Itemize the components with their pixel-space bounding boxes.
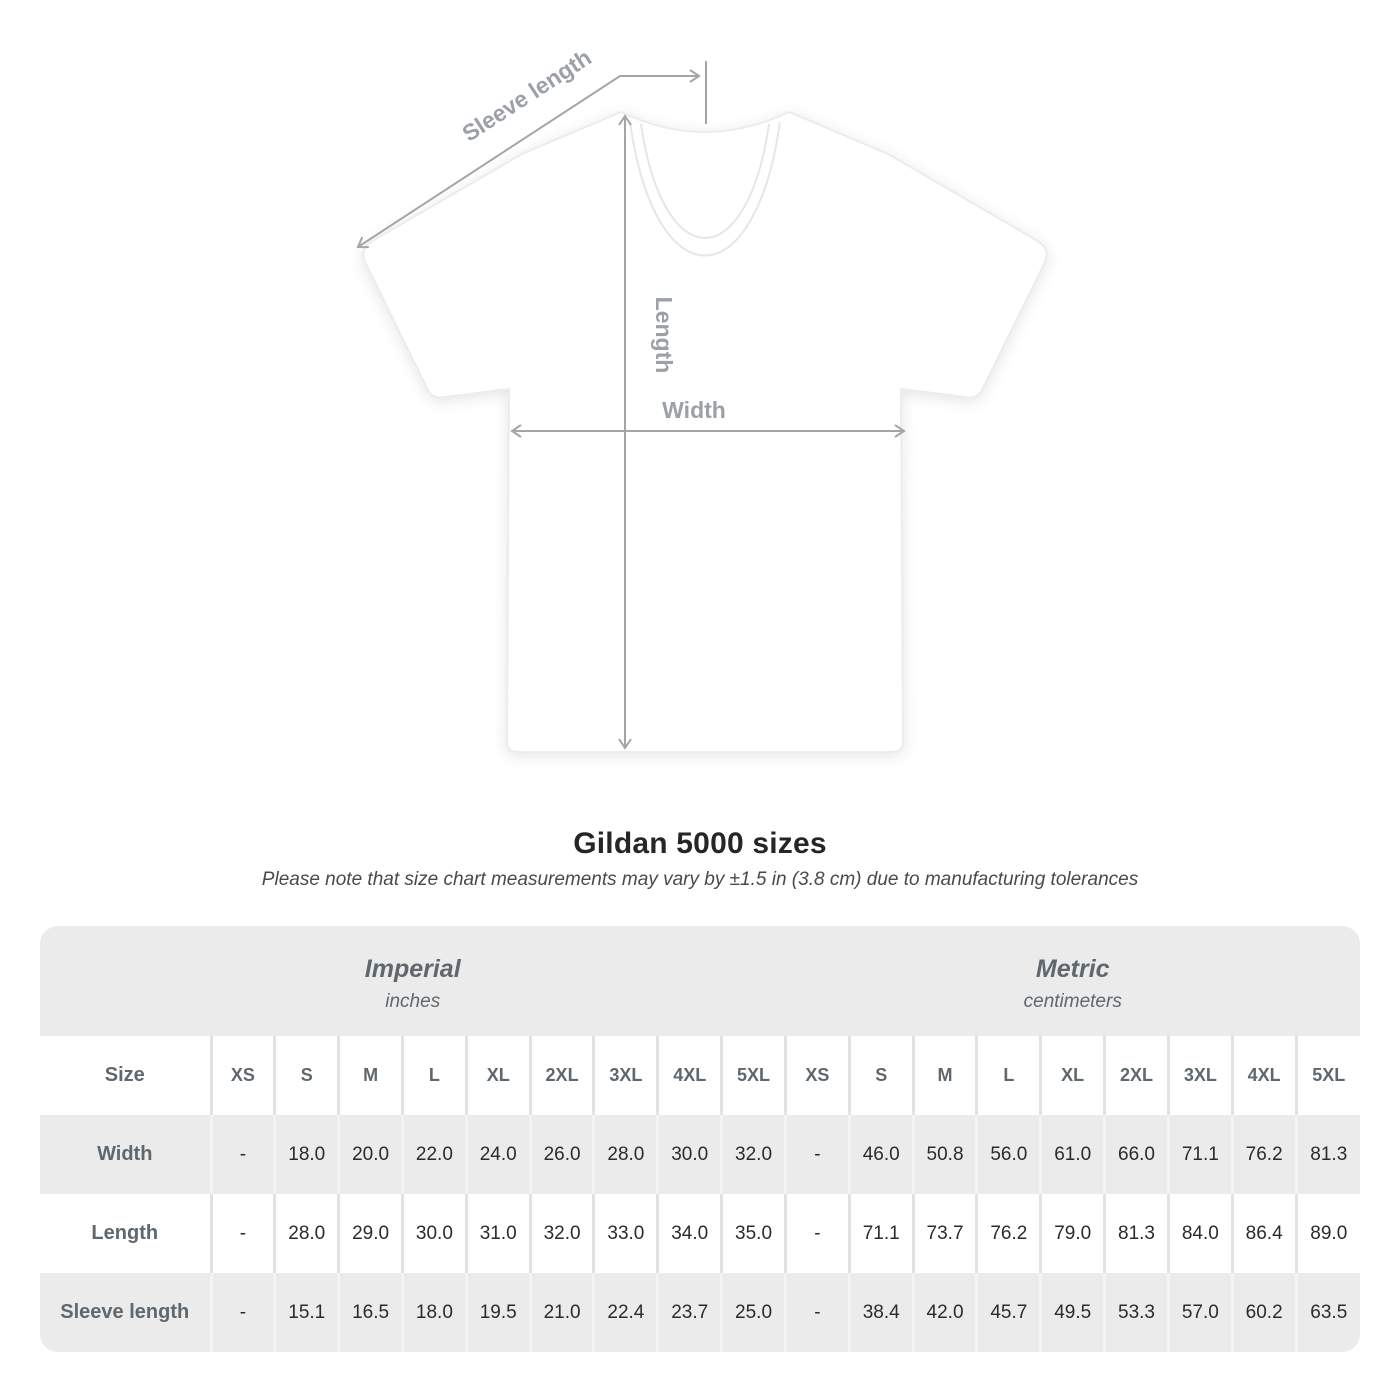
value-cell: 28.0 <box>592 1115 658 1194</box>
size-column-header: Size <box>40 1036 211 1115</box>
value-cell: 15.1 <box>273 1273 339 1352</box>
value-cell: 76.2 <box>1230 1115 1297 1194</box>
size-table: Imperial inches Metric centimeters Size … <box>40 926 1360 1352</box>
value-cell: 33.0 <box>592 1194 658 1273</box>
size-header-cell: 2XL <box>528 1036 594 1115</box>
size-header-cell: S <box>273 1036 339 1115</box>
value-cell: 71.1 <box>1166 1115 1233 1194</box>
value-cell: 20.0 <box>337 1115 403 1194</box>
size-table-container: Imperial inches Metric centimeters Size … <box>40 926 1360 1352</box>
value-cell: 86.4 <box>1230 1194 1297 1273</box>
size-header-cell: 3XL <box>1166 1036 1233 1115</box>
value-cell: 32.0 <box>528 1194 594 1273</box>
page-title: Gildan 5000 sizes <box>573 827 827 860</box>
value-cell: - <box>783 1115 850 1194</box>
value-cell: 30.0 <box>656 1115 722 1194</box>
metric-group-label: Metric <box>1035 955 1110 983</box>
value-cell: - <box>783 1273 850 1352</box>
size-header-cell: 5XL <box>720 1036 786 1115</box>
value-cell: 60.2 <box>1230 1273 1297 1352</box>
size-header-cell: M <box>911 1036 977 1115</box>
value-cell: 53.3 <box>1103 1273 1169 1352</box>
value-cell: 28.0 <box>273 1194 339 1273</box>
size-header-cell: 5XL <box>1294 1036 1360 1115</box>
value-cell: 81.3 <box>1294 1115 1360 1194</box>
value-cell: 50.8 <box>911 1115 977 1194</box>
value-cell: 18.0 <box>273 1115 339 1194</box>
imperial-group-label: Imperial <box>364 955 461 983</box>
value-cell: 23.7 <box>656 1273 722 1352</box>
value-cell: 26.0 <box>528 1115 594 1194</box>
value-cell: 24.0 <box>464 1115 531 1194</box>
size-header-cell: L <box>975 1036 1041 1115</box>
value-cell: 22.0 <box>400 1115 467 1194</box>
value-cell: 21.0 <box>528 1273 594 1352</box>
unit-group-header-row: Imperial inches Metric centimeters <box>40 926 1360 1036</box>
width-row: Width - 18.0 20.0 22.0 24.0 26.0 28.0 30… <box>40 1115 1360 1194</box>
size-header-cell: 2XL <box>1103 1036 1169 1115</box>
width-label: Width <box>662 397 726 423</box>
tshirt-size-diagram: Sleeve length Length Width <box>356 44 1048 753</box>
metric-group-header: Metric centimeters <box>785 926 1360 1036</box>
size-header-cell: XL <box>1039 1036 1105 1115</box>
value-cell: 89.0 <box>1294 1194 1360 1273</box>
size-header-cell: XS <box>209 1036 275 1115</box>
value-cell: - <box>209 1194 275 1273</box>
value-cell: 29.0 <box>337 1194 403 1273</box>
value-cell: 31.0 <box>464 1194 531 1273</box>
row-label-sleeve-length: Sleeve length <box>40 1273 211 1352</box>
length-row: Length - 28.0 29.0 30.0 31.0 32.0 33.0 3… <box>40 1194 1360 1273</box>
size-header-cell: S <box>847 1036 914 1115</box>
value-cell: 76.2 <box>975 1194 1041 1273</box>
value-cell: - <box>209 1273 275 1352</box>
size-header-cell: 4XL <box>656 1036 722 1115</box>
size-header-row: Size XS S M L XL 2XL 3XL 4XL 5XL XS S M … <box>40 1036 1360 1115</box>
value-cell: 22.4 <box>592 1273 658 1352</box>
value-cell: 61.0 <box>1039 1115 1105 1194</box>
size-header-cell: L <box>400 1036 467 1115</box>
imperial-group-unit: inches <box>385 991 441 1012</box>
value-cell: 34.0 <box>656 1194 722 1273</box>
row-label-length: Length <box>40 1194 211 1273</box>
value-cell: 56.0 <box>975 1115 1041 1194</box>
value-cell: 35.0 <box>720 1194 786 1273</box>
metric-group-unit: centimeters <box>1023 991 1122 1012</box>
value-cell: 25.0 <box>720 1273 786 1352</box>
size-header-cell: 4XL <box>1230 1036 1297 1115</box>
value-cell: 49.5 <box>1039 1273 1105 1352</box>
size-header-cell: 3XL <box>592 1036 658 1115</box>
value-cell: 19.5 <box>464 1273 531 1352</box>
length-label: Length <box>651 297 677 374</box>
value-cell: 79.0 <box>1039 1194 1105 1273</box>
sleeve-length-row: Sleeve length - 15.1 16.5 18.0 19.5 21.0… <box>40 1273 1360 1352</box>
value-cell: 46.0 <box>847 1115 914 1194</box>
imperial-group-header: Imperial inches <box>40 926 786 1036</box>
value-cell: 84.0 <box>1166 1194 1233 1273</box>
tolerance-note: Please note that size chart measurements… <box>261 869 1139 890</box>
value-cell: 16.5 <box>337 1273 403 1352</box>
value-cell: 38.4 <box>847 1273 914 1352</box>
value-cell: 66.0 <box>1103 1115 1169 1194</box>
value-cell: 81.3 <box>1103 1194 1169 1273</box>
size-header-cell: XL <box>464 1036 531 1115</box>
value-cell: - <box>209 1115 275 1194</box>
value-cell: 32.0 <box>720 1115 786 1194</box>
size-header-cell: M <box>337 1036 403 1115</box>
row-label-width: Width <box>40 1115 211 1194</box>
value-cell: - <box>783 1194 850 1273</box>
value-cell: 42.0 <box>911 1273 977 1352</box>
value-cell: 73.7 <box>911 1194 977 1273</box>
value-cell: 30.0 <box>400 1194 467 1273</box>
value-cell: 71.1 <box>847 1194 914 1273</box>
size-header-cell: XS <box>783 1036 850 1115</box>
value-cell: 45.7 <box>975 1273 1041 1352</box>
value-cell: 18.0 <box>400 1273 467 1352</box>
value-cell: 57.0 <box>1166 1273 1233 1352</box>
sleeve-dimension-line <box>356 69 701 249</box>
value-cell: 63.5 <box>1294 1273 1360 1352</box>
